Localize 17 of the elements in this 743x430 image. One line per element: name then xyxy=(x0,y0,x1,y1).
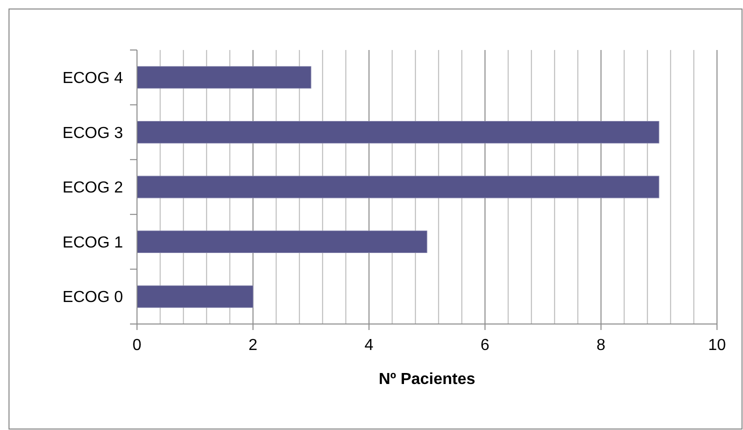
bar xyxy=(136,230,428,254)
y-tick-label: ECOG 0 xyxy=(62,289,124,306)
y-tick-label: ECOG 2 xyxy=(62,180,124,197)
x-tick-label: 10 xyxy=(708,337,726,354)
y-tick-label: ECOG 4 xyxy=(62,70,124,87)
y-tick-label: ECOG 1 xyxy=(62,234,124,252)
y-tick-label: ECOG 3 xyxy=(62,124,124,142)
bar xyxy=(136,176,660,198)
x-axis-title: Nº Pacientes xyxy=(378,371,476,388)
bar xyxy=(136,66,312,89)
bar xyxy=(136,285,254,308)
x-tick-label: 8 xyxy=(596,337,606,354)
x-tick-label: 4 xyxy=(364,337,374,354)
x-tick-label: 2 xyxy=(248,337,258,354)
x-tick-label: 0 xyxy=(132,337,142,354)
x-tick-label: 6 xyxy=(480,337,490,354)
bar xyxy=(136,120,660,144)
